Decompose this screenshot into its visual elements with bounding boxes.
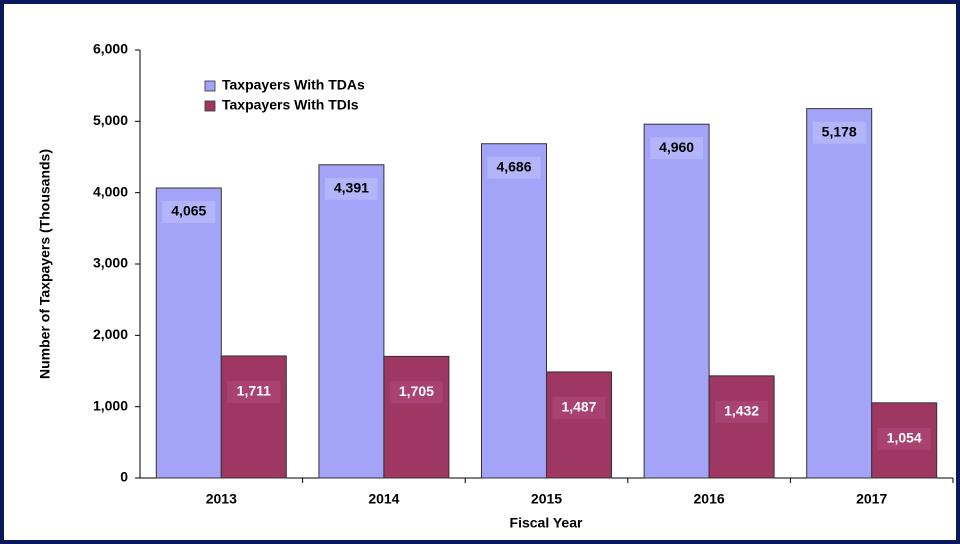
y-tick-label: 0 — [120, 469, 128, 485]
x-tick-label: 2017 — [856, 491, 887, 507]
bar — [220, 355, 287, 479]
y-axis-title: Number of Taxpayers (Thousands) — [37, 149, 53, 379]
value-label: 5,178 — [822, 123, 857, 139]
y-tick-label: 1,000 — [93, 397, 128, 413]
value-label: 1,054 — [887, 430, 922, 446]
value-label: 1,487 — [561, 399, 596, 415]
x-tick-label: 2014 — [368, 491, 399, 507]
bar — [546, 371, 612, 479]
x-axis-title: Fiscal Year — [510, 515, 583, 531]
bar — [481, 143, 547, 479]
value-label: 1,711 — [237, 383, 271, 399]
bar — [708, 375, 775, 479]
value-label-box — [389, 381, 443, 404]
bar — [318, 164, 385, 479]
legend-swatch — [204, 80, 216, 92]
y-tick-label: 6,000 — [93, 41, 128, 57]
y-tick-label: 3,000 — [93, 255, 128, 271]
value-label-box — [324, 177, 378, 200]
x-tick-label: 2015 — [531, 491, 562, 507]
value-label: 4,065 — [171, 203, 206, 219]
value-label-box — [715, 400, 769, 423]
bar — [806, 108, 873, 479]
legend-swatch — [204, 100, 216, 112]
value-label: 4,391 — [334, 179, 369, 195]
value-label-box — [487, 156, 541, 179]
y-tick-label: 4,000 — [93, 183, 128, 199]
legend-label: Taxpayers With TDIs — [222, 97, 359, 113]
value-label: 1,432 — [724, 403, 759, 419]
bar — [643, 123, 710, 479]
value-label-box — [227, 380, 281, 403]
value-label-box — [877, 427, 931, 450]
legend-label: Taxpayers With TDAs — [222, 77, 365, 93]
bar — [383, 355, 450, 479]
value-label-box — [162, 201, 216, 224]
value-label: 4,960 — [659, 139, 694, 155]
y-tick-label: 5,000 — [93, 112, 128, 128]
value-label-box — [812, 121, 866, 144]
x-tick-label: 2013 — [206, 491, 237, 507]
x-tick-label: 2016 — [694, 491, 725, 507]
y-tick-label: 2,000 — [93, 326, 128, 342]
value-label-box — [552, 396, 606, 419]
value-label: 4,686 — [496, 158, 531, 174]
bar — [155, 187, 222, 479]
value-label: 1,705 — [399, 383, 434, 399]
value-label-box — [650, 137, 704, 160]
